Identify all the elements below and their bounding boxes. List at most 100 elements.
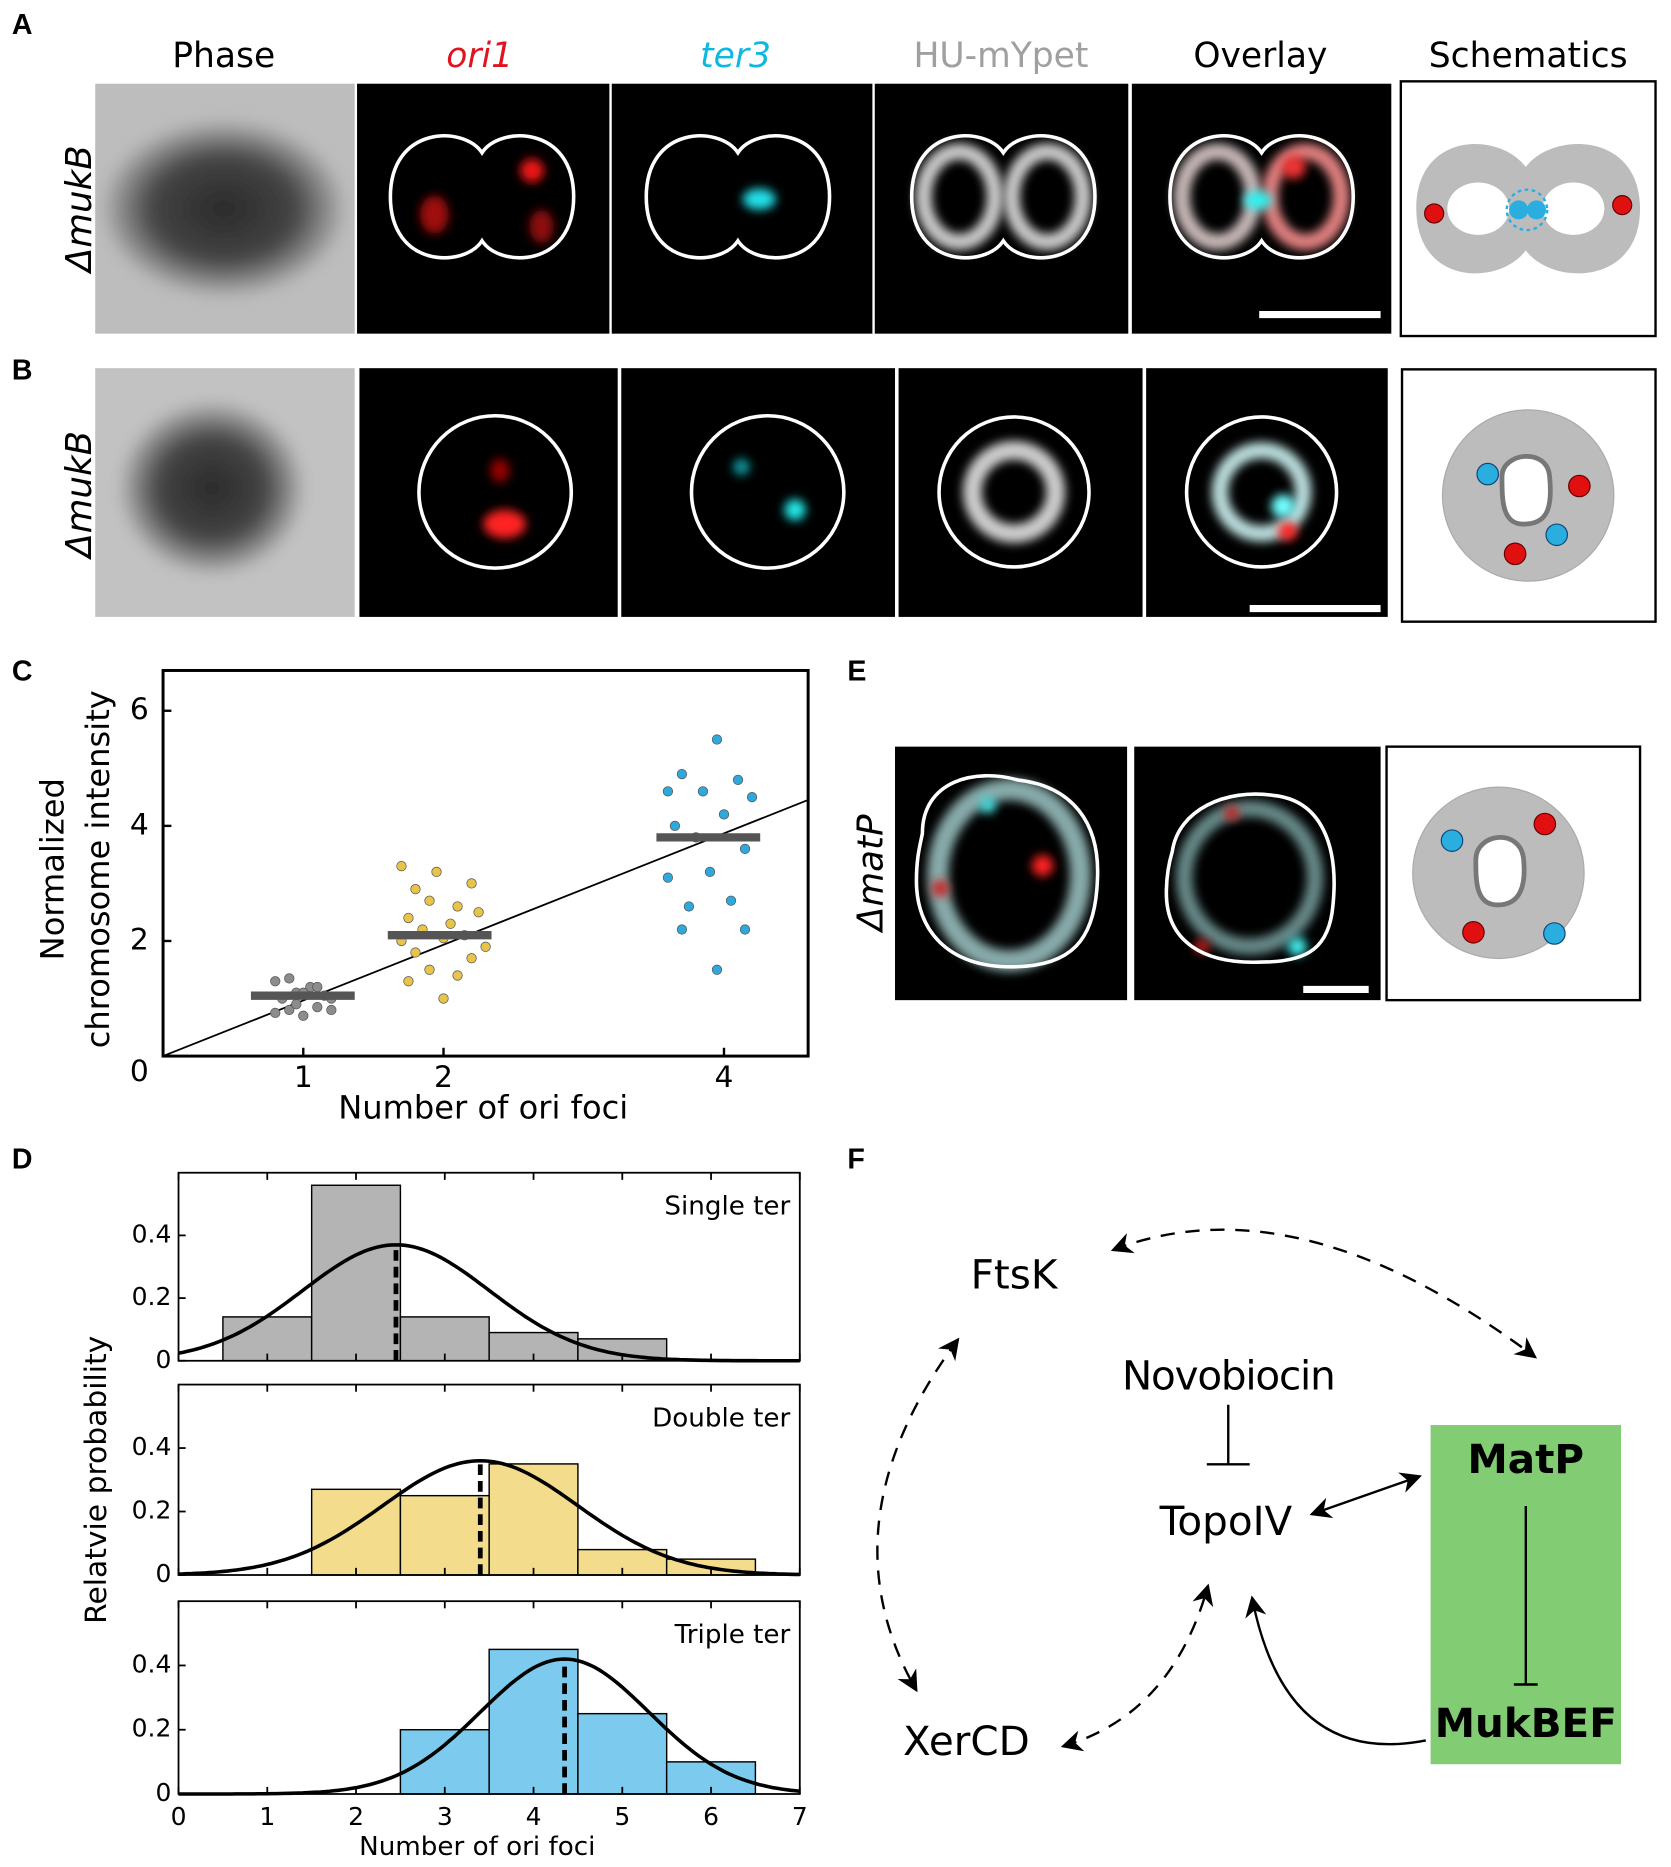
point	[452, 970, 463, 981]
x-axis-label: Number of ori foci	[338, 1089, 628, 1127]
point	[312, 981, 323, 993]
point	[312, 1002, 323, 1013]
x-tick-label: 6	[703, 1802, 719, 1831]
micrographs-b	[95, 368, 1657, 623]
panel-label: A	[12, 9, 33, 41]
point	[466, 878, 477, 889]
node-label: FtsK	[971, 1250, 1059, 1298]
y-axis-label: Normalized	[34, 778, 72, 960]
column-label: Phase	[172, 36, 275, 76]
point	[410, 884, 421, 895]
point	[739, 924, 751, 935]
point	[270, 1007, 281, 1019]
point	[480, 941, 491, 952]
point	[270, 976, 281, 987]
point	[683, 901, 695, 912]
panel-label: D	[12, 1143, 33, 1175]
plot-frame	[177, 1600, 801, 1795]
y-tick-label: 0	[155, 1559, 171, 1588]
row-label: ΔmukB	[59, 145, 100, 275]
bar	[399, 1494, 490, 1576]
point	[438, 993, 449, 1004]
y-axis-label: Relatvie probability	[79, 1336, 114, 1624]
subplot-title: Triple ter	[674, 1620, 791, 1650]
diagram: FtsK Novobiocin TopoIV XerCD MatP MukBEF	[876, 1228, 1622, 1765]
node-label: MatP	[1468, 1435, 1585, 1483]
plot-frame	[177, 1383, 801, 1576]
point	[298, 1010, 309, 1021]
row-label: ΔmatP	[850, 814, 891, 934]
x-tick-label: 2	[434, 1060, 453, 1095]
x-tick-label: 7	[792, 1802, 808, 1831]
point	[704, 866, 716, 878]
x-tick-label: 4	[715, 1060, 734, 1095]
node-label: MukBEF	[1435, 1699, 1617, 1747]
point	[284, 973, 295, 984]
bar	[577, 1712, 668, 1795]
point	[403, 976, 414, 987]
point	[662, 872, 674, 883]
column-label: ter3	[700, 36, 771, 76]
y-tick-label: 0.2	[132, 1714, 172, 1743]
point	[732, 774, 744, 785]
y-axis-label: chromosome intensity	[79, 690, 117, 1048]
y-tick-label: 0.4	[132, 1649, 172, 1678]
point	[326, 1004, 337, 1016]
point	[291, 999, 302, 1010]
y-tick-label: 4	[130, 807, 149, 842]
x-tick-label: 3	[437, 1802, 453, 1831]
point	[284, 1004, 295, 1016]
bar	[488, 1463, 579, 1576]
x-axis-label: Number of ori foci	[359, 1832, 595, 1862]
point	[473, 907, 484, 918]
bar	[399, 1729, 490, 1795]
point	[676, 768, 688, 780]
y-tick-label: 6	[130, 692, 149, 727]
charts: 0 2 4 6 1 2 4 Normalized chromosome intensity Num…	[34, 668, 810, 1862]
micrographs-e	[895, 745, 1642, 1002]
point	[396, 861, 407, 872]
point	[410, 947, 421, 958]
row-label: ΔmukB	[59, 431, 100, 561]
y-tick-label: 0	[130, 1054, 149, 1089]
point	[725, 895, 737, 906]
y-tick-label: 0	[155, 1345, 171, 1374]
x-tick-label: 2	[348, 1802, 364, 1831]
y-tick-label: 2	[130, 922, 149, 957]
plot-frame	[161, 668, 810, 1058]
column-label: Schematics	[1429, 36, 1628, 76]
column-label: HU-mYpet	[913, 36, 1088, 76]
node-label: XerCD	[903, 1717, 1030, 1765]
x-tick-label: 4	[526, 1802, 542, 1831]
panel-label: E	[847, 655, 866, 687]
fit-curve	[178, 1458, 800, 1577]
x-tick-label: 0	[171, 1802, 187, 1831]
point	[746, 791, 758, 803]
x-tick-label: 1	[259, 1802, 275, 1831]
panel-label: F	[847, 1143, 864, 1175]
point	[424, 895, 435, 906]
point	[662, 786, 674, 797]
point	[739, 843, 751, 855]
y-tick-label: 0.2	[132, 1282, 172, 1311]
point	[431, 866, 442, 878]
y-tick-label: 0.4	[132, 1219, 172, 1248]
point	[676, 924, 688, 935]
subplot-title: Single ter	[664, 1192, 790, 1222]
y-tick-label: 0.4	[132, 1432, 172, 1461]
point	[452, 901, 463, 912]
x-tick-label: 5	[614, 1802, 630, 1831]
point	[697, 786, 709, 797]
column-label: ori1	[446, 36, 513, 76]
subplot-title: Double ter	[652, 1404, 790, 1434]
y-tick-label: 0	[155, 1778, 171, 1807]
x-tick-label: 1	[294, 1060, 313, 1095]
point	[445, 918, 456, 929]
point	[718, 809, 730, 820]
point	[711, 734, 723, 745]
node-label: Novobiocin	[1122, 1352, 1335, 1400]
micrographs-a	[95, 80, 1657, 338]
point	[424, 964, 435, 975]
y-tick-label: 0.2	[132, 1496, 172, 1525]
